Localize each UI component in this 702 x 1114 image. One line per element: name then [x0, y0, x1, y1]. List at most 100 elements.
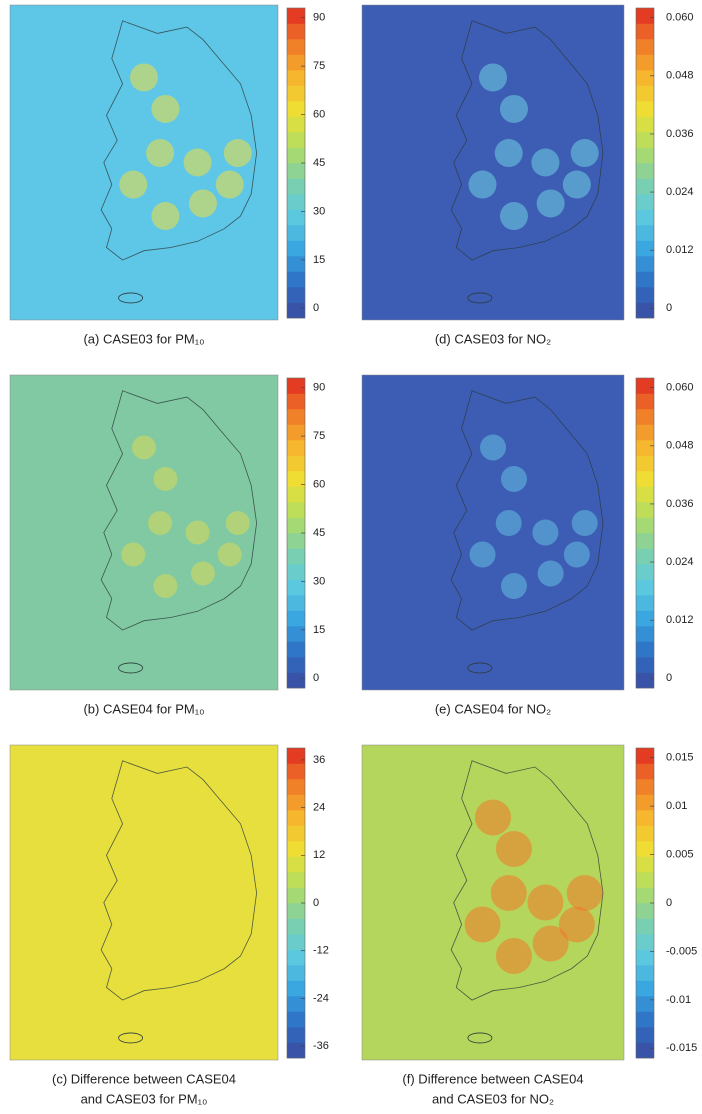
colorbar-band [636, 657, 654, 673]
colorbar-band [636, 872, 654, 888]
colorbar-band [287, 23, 305, 40]
panel: 0 15 30 45 60 75 90 (a) CASE03 for PM₁₀ [9, 4, 325, 346]
colorbar-band [287, 424, 305, 441]
panel: 0 0.012 0.024 0.036 0.048 0.060 (e) CASE04 for… [361, 374, 694, 716]
map-background [9, 744, 279, 1061]
colorbar-band [287, 1027, 305, 1043]
colorbar-tick-label: 15 [313, 254, 325, 266]
colorbar-tick-label: -0.015 [666, 1042, 697, 1054]
colorbar-tick-label: 0 [666, 897, 672, 909]
hot-spot [499, 202, 528, 231]
colorbar-band [287, 564, 305, 580]
colorbar-band [636, 626, 654, 642]
caption: and CASE03 for NO₂ [432, 1091, 554, 1106]
colorbar-tick-label: 0.048 [666, 70, 694, 82]
colorbar-band [636, 579, 654, 596]
caption: (e) CASE04 for NO₂ [435, 701, 551, 716]
colorbar-band [287, 1042, 305, 1059]
hot-spot [121, 542, 146, 567]
colorbar-tick-label: 90 [313, 382, 325, 394]
colorbar-band [287, 116, 305, 133]
colorbar-band [636, 409, 654, 425]
colorbar-tick-label: 60 [313, 478, 325, 490]
hot-spot [495, 938, 532, 975]
hot-spot [480, 434, 506, 461]
hot-spot [563, 541, 590, 568]
colorbar-band [287, 271, 305, 288]
colorbar-band [636, 965, 654, 981]
korea-outline [450, 20, 604, 261]
colorbar-band [287, 163, 305, 179]
colorbar-tick-label: 75 [313, 430, 325, 442]
korea-outline [100, 20, 258, 261]
colorbar-band [287, 194, 305, 210]
colorbar-band [636, 517, 654, 534]
colorbar-band [287, 85, 305, 102]
jeju-island [118, 292, 144, 304]
colorbar-band [636, 486, 654, 503]
hot-spot [495, 510, 522, 537]
colorbar-band [287, 8, 305, 24]
colorbar-tick-label: 24 [313, 802, 325, 814]
colorbar-band [287, 825, 305, 842]
colorbar-band [636, 101, 654, 117]
colorbar-band [287, 748, 305, 764]
jeju-island [467, 292, 493, 304]
colorbar-band [636, 980, 654, 997]
colorbar-band [636, 178, 654, 195]
colorbar-band [636, 209, 654, 226]
colorbar-band [636, 610, 654, 627]
colorbar-band [636, 8, 654, 24]
colorbar-band [287, 626, 305, 642]
colorbar-band [287, 980, 305, 997]
colorbar-band [287, 810, 305, 826]
colorbar-band [287, 548, 305, 565]
colorbar-tick-label: -0.005 [666, 945, 697, 957]
colorbar-band [636, 132, 654, 148]
colorbar-band [636, 841, 654, 857]
colorbar-band [636, 595, 654, 611]
colorbar-tick-label: 30 [313, 575, 325, 587]
colorbar-band [636, 748, 654, 764]
colorbar-tick-label: 36 [313, 754, 325, 766]
colorbar-band [287, 657, 305, 673]
hot-spot [558, 906, 595, 943]
hot-spot [479, 63, 507, 92]
hot-spot [494, 139, 523, 168]
colorbar-band [636, 440, 654, 456]
hot-spot [469, 541, 496, 568]
colorbar-band [636, 779, 654, 795]
colorbar-band [636, 1011, 654, 1028]
colorbar-band [287, 240, 305, 257]
colorbar-band [287, 903, 305, 919]
colorbar-band [636, 256, 654, 272]
colorbar-frame [635, 377, 655, 689]
hot-spot [188, 189, 217, 218]
colorbar-band [287, 533, 305, 549]
colorbar-band [636, 39, 654, 55]
colorbar-band [636, 240, 654, 257]
colorbar-band [287, 841, 305, 857]
colorbar-band [287, 872, 305, 888]
hot-spot [566, 875, 603, 912]
colorbar-band [287, 934, 305, 950]
colorbar-band [287, 996, 305, 1012]
colorbar-band [287, 440, 305, 456]
hot-spot [153, 574, 178, 599]
colorbar-band [287, 455, 305, 472]
colorbar-band [636, 641, 654, 658]
korea-outline [450, 760, 604, 1001]
jeju-island [467, 1032, 493, 1044]
hot-spot [190, 561, 215, 586]
colorbar-band [287, 132, 305, 148]
colorbar-tick-label: 0.036 [666, 128, 694, 140]
hot-spot [495, 830, 532, 867]
colorbar-band [287, 209, 305, 226]
colorbar-band [636, 194, 654, 210]
panel: 0 0.012 0.024 0.036 0.048 0.060 (d) CASE03 for… [361, 4, 694, 346]
colorbar-band [636, 393, 654, 410]
colorbar-band [636, 424, 654, 441]
hot-spot [132, 435, 156, 460]
colorbar-tick-label: 30 [313, 205, 325, 217]
colorbar-band [287, 70, 305, 86]
